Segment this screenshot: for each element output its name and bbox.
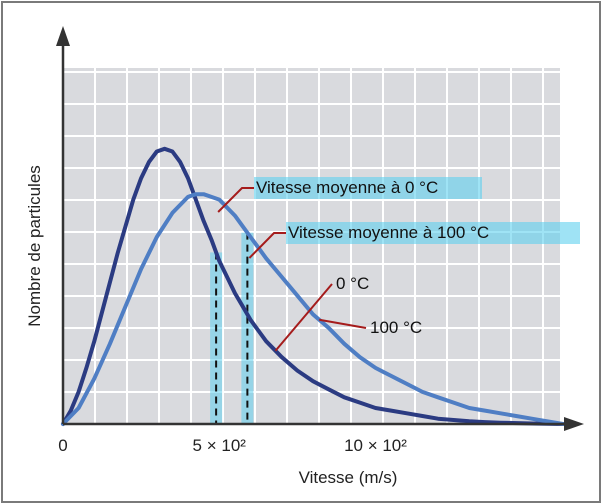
curve-label: 0 °C bbox=[336, 274, 369, 293]
plot-background bbox=[63, 68, 560, 424]
curve-label: 100 °C bbox=[370, 318, 422, 337]
x-axis-label: Vitesse (m/s) bbox=[299, 468, 398, 487]
mean-marker-highlight bbox=[241, 232, 254, 424]
x-tick-label: 0 bbox=[58, 436, 67, 455]
x-tick-label: 10 × 10² bbox=[344, 436, 407, 455]
annotations: Vitesse moyenne à 0 °C Vitesse moyenne à … bbox=[217, 177, 580, 352]
series-lines bbox=[61, 146, 565, 426]
label-highlight bbox=[286, 222, 580, 244]
curve-label-leader bbox=[319, 318, 367, 329]
y-axis-label: Nombre de particules bbox=[25, 165, 44, 327]
curve-label-leader bbox=[274, 283, 333, 352]
axes bbox=[56, 26, 584, 431]
series-line bbox=[61, 192, 565, 426]
label-highlight bbox=[254, 177, 482, 199]
mean-speed-markers bbox=[210, 232, 254, 424]
grid bbox=[63, 68, 560, 424]
callout-leader bbox=[248, 232, 286, 259]
y-axis-arrow-icon bbox=[56, 26, 70, 46]
callout-label: Vitesse moyenne à 100 °C bbox=[288, 223, 489, 242]
callout-leader bbox=[217, 187, 254, 213]
x-tick-labels: 0 5 × 10² 10 × 10² bbox=[58, 436, 407, 455]
series-line bbox=[61, 146, 565, 426]
x-axis-arrow-icon bbox=[564, 417, 584, 431]
x-tick-label: 5 × 10² bbox=[193, 436, 247, 455]
callout-label: Vitesse moyenne à 0 °C bbox=[256, 178, 438, 197]
